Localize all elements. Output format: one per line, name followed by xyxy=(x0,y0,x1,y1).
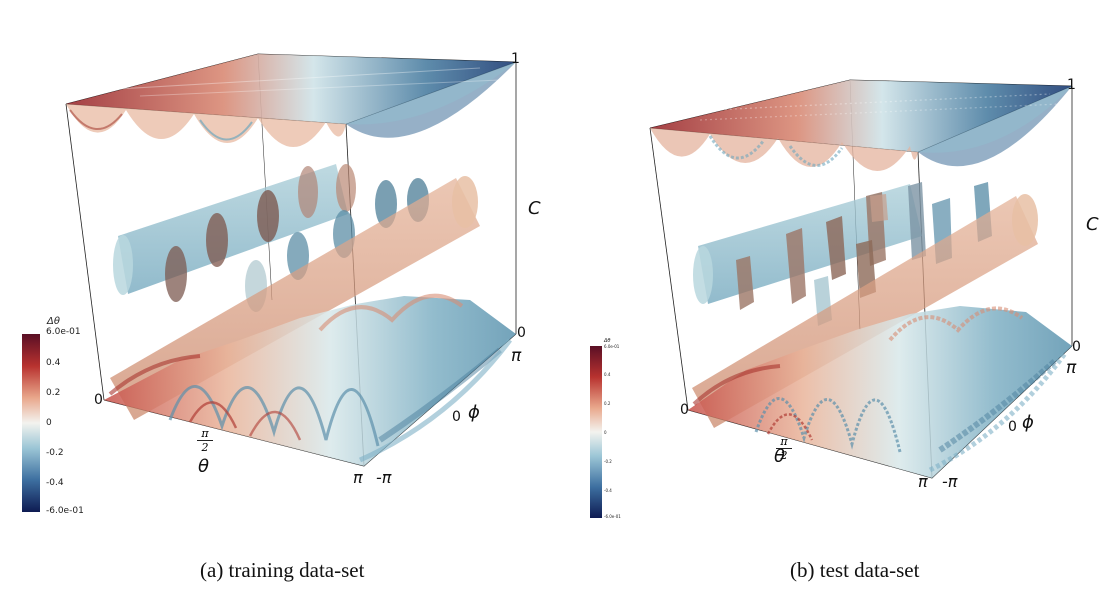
training-3d-plot xyxy=(22,53,517,512)
c-top-tick: 1 xyxy=(1067,77,1076,93)
theta-end-tick: π xyxy=(918,472,928,491)
theta-mid-tick: π 2 xyxy=(776,436,792,461)
theta-end-tick: π xyxy=(353,468,363,487)
theta-axis-label: θ xyxy=(198,456,210,477)
theta-mid-den: 2 xyxy=(201,441,209,454)
colorbar-tick: -0.2 xyxy=(604,459,612,464)
top-isosurface xyxy=(66,54,516,148)
theta-start-tick: 0 xyxy=(94,392,103,408)
c-top-tick: 1 xyxy=(511,51,520,67)
colorbar xyxy=(590,346,602,518)
caption-training: (a) training data-set xyxy=(200,558,365,582)
panel-training: 1 C 0 π 0 ϕ -π 0 π 2 θ π Δθ 6.0e-01 0.4 … xyxy=(0,0,560,540)
phi-axis-label: ϕ xyxy=(468,402,480,423)
theta-mid-num: π xyxy=(201,427,209,440)
theta-start-tick: 0 xyxy=(680,402,689,418)
phi-mid-tick: 0 xyxy=(452,409,461,425)
c-bottom-tick: 0 xyxy=(517,325,526,341)
blue-tube xyxy=(693,184,922,304)
phi-bottom-tick: -π xyxy=(376,468,392,487)
colorbar-tick: 0 xyxy=(604,430,607,435)
colorbar-title: Δθ xyxy=(47,316,60,327)
colorbar-tick: 0 xyxy=(46,418,52,428)
colorbar-tick: 0.4 xyxy=(604,372,611,377)
theta-axis-label: θ xyxy=(774,446,786,467)
colorbar-tick: 6.0e-01 xyxy=(46,327,81,337)
colorbar xyxy=(22,334,40,512)
colorbar-tick: 6.0e-01 xyxy=(604,344,620,349)
caption-test: (b) test data-set xyxy=(790,558,920,582)
phi-axis-label: ϕ xyxy=(1022,412,1034,433)
theta-mid-tick: π 2 xyxy=(197,428,213,453)
theta-mid-den: 2 xyxy=(780,449,788,462)
phi-bottom-tick: -π xyxy=(942,472,958,491)
c-axis-label: C xyxy=(528,198,541,219)
theta-mid-num: π xyxy=(780,435,788,448)
phi-top-tick: π xyxy=(511,346,522,366)
c-axis-label: C xyxy=(1086,214,1099,235)
top-isosurface xyxy=(650,80,1072,172)
panel-test: 1 C 0 π 0 ϕ -π 0 π 2 θ π Δθ 6.0e-01 0.4 … xyxy=(560,0,1120,540)
colorbar-tick: -6.0e-01 xyxy=(46,506,84,516)
bottom-isosurface xyxy=(688,306,1072,478)
colorbar-tick: -0.4 xyxy=(604,488,612,493)
colorbar-tick: -6.0e-01 xyxy=(604,514,621,519)
c-bottom-tick: 0 xyxy=(1072,339,1081,355)
colorbar-tick: 0.2 xyxy=(604,401,611,406)
colorbar-tick: -0.4 xyxy=(46,478,64,488)
colorbar-tick: -0.2 xyxy=(46,448,64,458)
inclusions xyxy=(736,182,992,326)
colorbar-title: Δθ xyxy=(604,338,611,344)
phi-mid-tick: 0 xyxy=(1008,419,1017,435)
test-3d-plot xyxy=(590,79,1073,518)
colorbar-tick: 0.4 xyxy=(46,358,61,368)
phi-top-tick: π xyxy=(1066,358,1077,378)
colorbar-tick: 0.2 xyxy=(46,388,61,398)
bottom-isosurface xyxy=(104,293,516,466)
